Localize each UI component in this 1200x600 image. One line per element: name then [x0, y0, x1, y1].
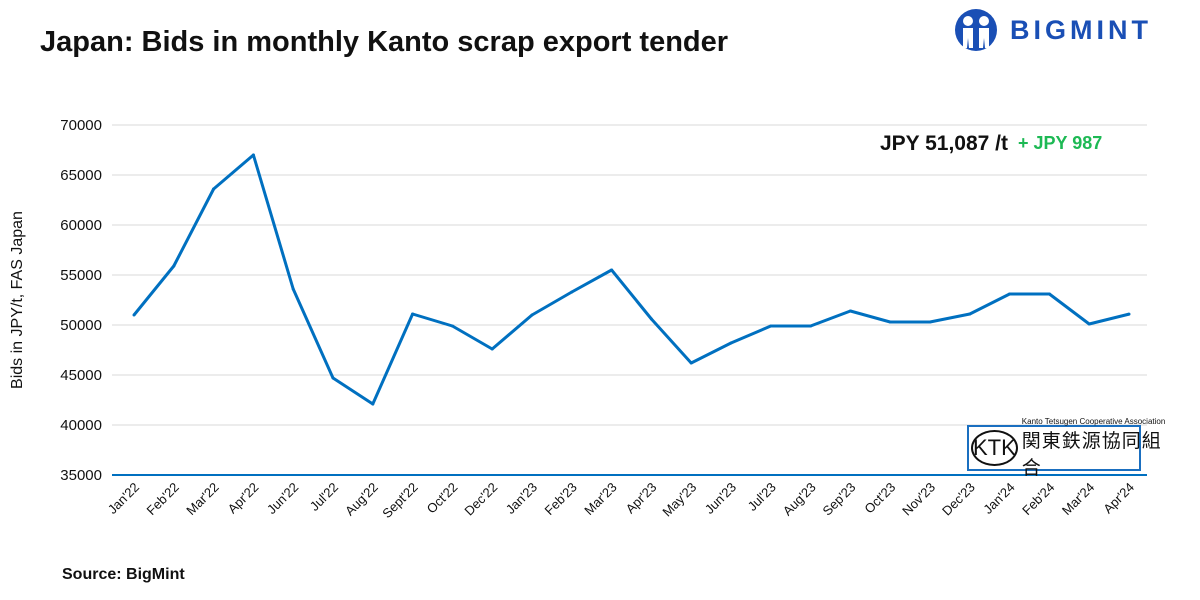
data-point — [331, 376, 335, 380]
x-tick-label: Dec'22 — [461, 480, 500, 519]
x-tick-label: Sep'23 — [820, 480, 859, 519]
x-tick-label: Jan'22 — [105, 480, 142, 517]
data-point — [251, 153, 255, 157]
data-point — [689, 361, 693, 365]
x-tick-label: Oct'22 — [424, 480, 461, 517]
data-point — [132, 313, 136, 317]
y-tick-label: 70000 — [60, 117, 102, 134]
chart-title: Japan: Bids in monthly Kanto scrap expor… — [40, 26, 729, 58]
data-point — [729, 341, 733, 345]
data-point — [848, 309, 852, 313]
x-tick-label: Dec'23 — [939, 480, 978, 519]
source-note: Source: BigMint — [62, 566, 185, 583]
data-point — [769, 324, 773, 328]
x-tick-label: Jun'23 — [702, 480, 739, 517]
data-point — [1087, 322, 1091, 326]
data-point — [450, 324, 454, 328]
latest-price: JPY 51,087 /t — [880, 132, 1008, 155]
x-tick-label: Oct'23 — [861, 480, 898, 517]
data-point — [530, 313, 534, 317]
y-tick-label: 50000 — [60, 317, 102, 334]
data-point — [570, 290, 574, 294]
x-tick-label: Jan'23 — [503, 480, 540, 517]
y-tick-label: 45000 — [60, 367, 102, 384]
ktk-japanese-name: 関東鉄源協同組合 — [1021, 430, 1162, 479]
x-tick-label: Mar'23 — [581, 480, 619, 518]
x-tick-label: Sept'22 — [379, 480, 420, 521]
data-point — [888, 320, 892, 324]
data-point — [1127, 312, 1131, 316]
x-tick-label: Mar'22 — [183, 480, 221, 518]
data-point — [490, 347, 494, 351]
data-point — [1008, 292, 1012, 296]
data-point — [172, 264, 176, 268]
y-tick-label: 55000 — [60, 267, 102, 284]
bigmint-logo-icon — [955, 9, 997, 51]
x-tick-label: Apr'22 — [225, 480, 262, 517]
x-tick-label: Mar'24 — [1059, 480, 1097, 518]
series-line — [132, 153, 1130, 406]
x-tick-label: Jun'22 — [264, 480, 301, 517]
data-point — [928, 320, 932, 324]
y-tick-label: 65000 — [60, 167, 102, 184]
x-tick-label: Jul'23 — [745, 480, 779, 514]
y-tick-label: 40000 — [60, 417, 102, 434]
x-tick-label: Feb'24 — [1019, 480, 1057, 518]
data-point — [291, 287, 295, 291]
ktk-english-name: Kanto Tetsugen Cooperative Association — [1021, 416, 1166, 426]
data-point — [610, 268, 614, 272]
y-tick-label: 60000 — [60, 217, 102, 234]
price-change: + JPY 987 — [1018, 133, 1102, 153]
y-axis-label: Bids in JPY/t, FAS Japan — [9, 211, 26, 389]
ktk-abbr: KTK — [971, 430, 1018, 466]
x-tick-label: Aug'23 — [780, 480, 819, 519]
x-tick-label: Apr'24 — [1100, 480, 1137, 517]
x-tick-label: Jan'24 — [980, 480, 1017, 517]
data-point — [1047, 292, 1051, 296]
data-point — [968, 312, 972, 316]
data-point — [371, 402, 375, 406]
brand-name: BIGMINT — [1010, 14, 1152, 45]
x-tick-label: May'23 — [659, 480, 699, 520]
x-tick-label: Nov'23 — [899, 480, 938, 519]
x-tick-label: Jul'22 — [307, 480, 341, 514]
ktk-badge: KTK Kanto Tetsugen Cooperative Associati… — [967, 417, 1165, 479]
data-point — [411, 312, 415, 316]
x-tick-label: Feb'23 — [541, 480, 579, 518]
x-tick-label: Feb'22 — [143, 480, 181, 518]
bigmint-logo: BIGMINT — [952, 8, 1152, 52]
data-point — [212, 187, 216, 191]
data-point — [649, 317, 653, 321]
data-point — [809, 324, 813, 328]
x-tick-label: Aug'22 — [342, 480, 381, 519]
y-tick-label: 35000 — [60, 467, 102, 484]
x-tick-label: Apr'23 — [623, 480, 660, 517]
